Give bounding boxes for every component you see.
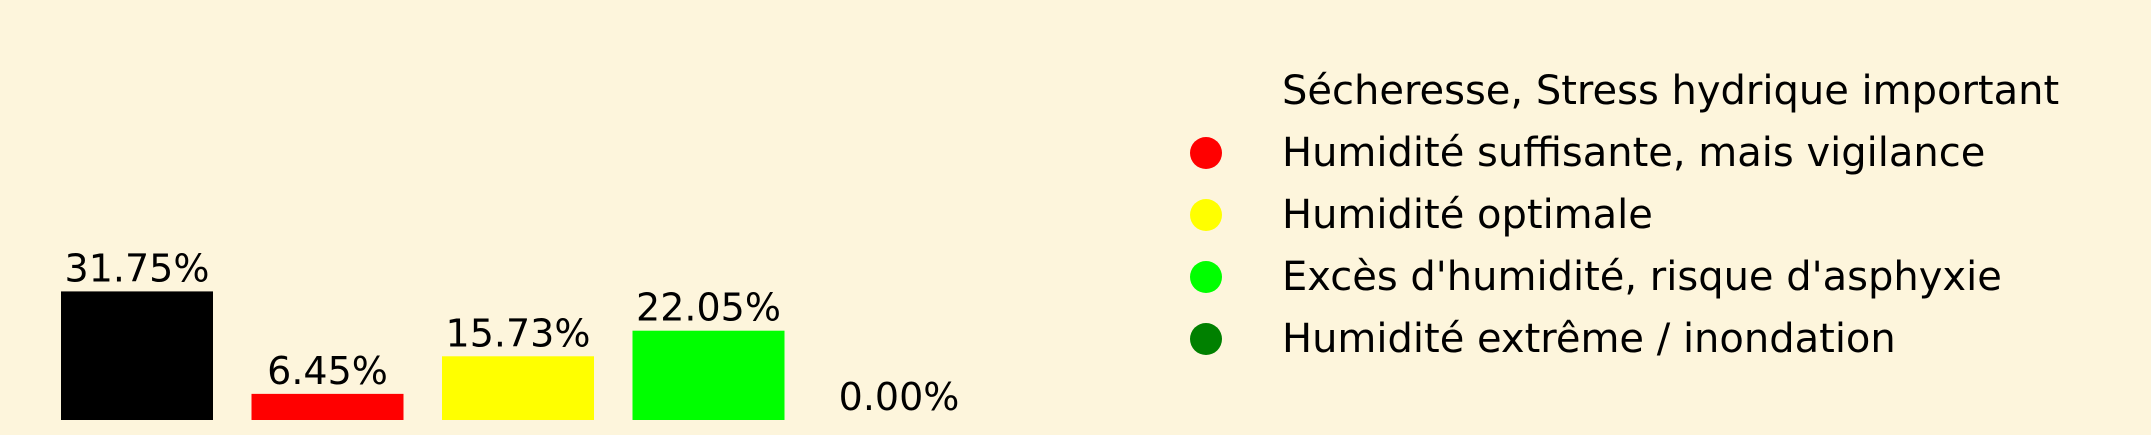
legend-item-2: Humidité suffisante, mais vigilance (1190, 122, 2059, 184)
legend-marker-3 (1190, 199, 1222, 231)
bar-value-label-1: 31.75% (65, 246, 210, 290)
bar-4 (632, 330, 785, 420)
legend-marker-5 (1190, 323, 1222, 355)
bar-value-label-4: 22.05% (636, 286, 781, 330)
legend-item-1: Sécheresse, Stress hydrique important (1190, 60, 2059, 122)
chart-legend: Sécheresse, Stress hydrique important Hum… (1190, 60, 2059, 370)
bar-2 (251, 393, 404, 420)
bar-value-label-3: 15.73% (446, 311, 591, 355)
legend-marker-4 (1190, 261, 1222, 293)
legend-marker-1 (1190, 75, 1222, 107)
legend-item-5: Humidité extrême / inondation (1190, 308, 2059, 370)
legend-marker-2 (1190, 137, 1222, 169)
legend-label-4: Excès d'humidité, risque d'asphyxie (1282, 254, 2002, 300)
legend-label-1: Sécheresse, Stress hydrique important (1282, 68, 2060, 114)
bar-3 (442, 356, 594, 420)
legend-item-3: Humidité optimale (1190, 184, 2059, 246)
bar-value-label-2: 6.45% (267, 349, 388, 393)
bar-1 (61, 291, 213, 420)
legend-label-2: Humidité suffisante, mais vigilance (1282, 130, 1986, 176)
bar-value-label-5: 0.00% (839, 375, 960, 419)
legend-label-5: Humidité extrême / inondation (1282, 316, 1896, 362)
legend-item-4: Excès d'humidité, risque d'asphyxie (1190, 246, 2059, 308)
bar-chart: 31.75% 6.45% 15.73% 22.05% 0.00% (61, 246, 960, 420)
legend-label-3: Humidité optimale (1282, 192, 1653, 238)
